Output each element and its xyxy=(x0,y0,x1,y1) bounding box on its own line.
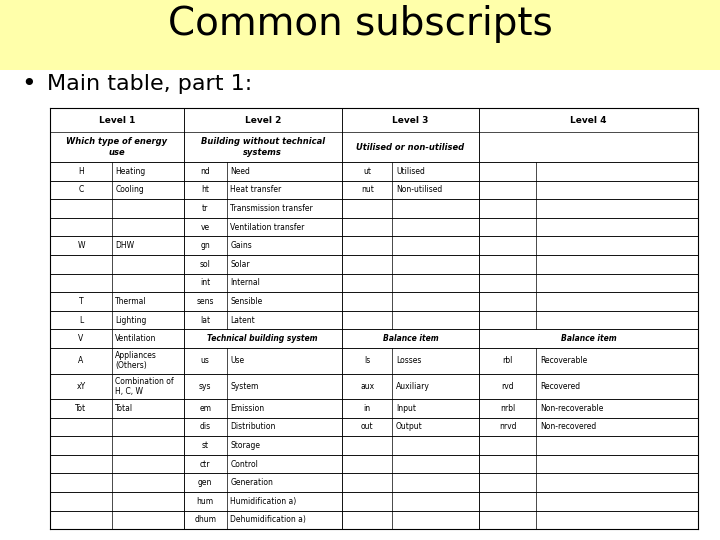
Text: Ventilation: Ventilation xyxy=(115,334,156,343)
Text: Utilised or non-utilised: Utilised or non-utilised xyxy=(356,143,464,152)
Text: Level 1: Level 1 xyxy=(99,116,135,125)
Text: sol: sol xyxy=(199,260,211,269)
Text: Generation: Generation xyxy=(230,478,274,487)
Text: ctr: ctr xyxy=(200,460,210,469)
Text: lat: lat xyxy=(200,316,210,325)
Text: Level 4: Level 4 xyxy=(570,116,607,125)
Text: st: st xyxy=(202,441,209,450)
Text: W: W xyxy=(77,241,85,250)
Text: Technical building system: Technical building system xyxy=(207,334,318,343)
Text: Transmission transfer: Transmission transfer xyxy=(230,204,313,213)
Text: Appliances
(Others): Appliances (Others) xyxy=(115,351,157,370)
Text: ve: ve xyxy=(201,222,210,232)
Text: hum: hum xyxy=(197,497,214,506)
Text: sys: sys xyxy=(199,382,212,391)
Text: Ventilation transfer: Ventilation transfer xyxy=(230,222,305,232)
Text: Sensible: Sensible xyxy=(230,297,263,306)
Text: sens: sens xyxy=(197,297,214,306)
Text: Non-recovered: Non-recovered xyxy=(540,422,596,431)
Text: H: H xyxy=(78,167,84,176)
Text: Utilised: Utilised xyxy=(396,167,425,176)
Text: Building without technical
systems: Building without technical systems xyxy=(201,138,325,157)
Text: tr: tr xyxy=(202,204,208,213)
Text: Auxiliary: Auxiliary xyxy=(396,382,430,391)
Text: Common subscripts: Common subscripts xyxy=(168,5,552,43)
Text: Storage: Storage xyxy=(230,441,261,450)
Text: Non-recoverable: Non-recoverable xyxy=(540,404,603,413)
Text: Gains: Gains xyxy=(230,241,252,250)
Text: Dehumidification a): Dehumidification a) xyxy=(230,515,306,524)
Text: Need: Need xyxy=(230,167,251,176)
Text: aux: aux xyxy=(360,382,374,391)
Text: gn: gn xyxy=(200,241,210,250)
Text: Heat transfer: Heat transfer xyxy=(230,185,282,194)
Text: T: T xyxy=(78,297,84,306)
Text: dis: dis xyxy=(199,422,211,431)
Text: Combination of
H, C, W: Combination of H, C, W xyxy=(115,376,174,396)
Text: nd: nd xyxy=(200,167,210,176)
Text: •: • xyxy=(22,72,36,96)
Text: rvd: rvd xyxy=(501,382,514,391)
Text: DHW: DHW xyxy=(115,241,135,250)
Text: Main table, part 1:: Main table, part 1: xyxy=(47,73,252,94)
Text: Thermal: Thermal xyxy=(115,297,147,306)
Text: Latent: Latent xyxy=(230,316,255,325)
Text: Control: Control xyxy=(230,460,258,469)
Text: ht: ht xyxy=(201,185,210,194)
Text: ls: ls xyxy=(364,356,370,365)
Text: Balance item: Balance item xyxy=(382,334,438,343)
Text: Internal: Internal xyxy=(230,279,260,287)
Text: Losses: Losses xyxy=(396,356,421,365)
Text: C: C xyxy=(78,185,84,194)
Text: Emission: Emission xyxy=(230,404,264,413)
Text: Humidification a): Humidification a) xyxy=(230,497,297,506)
Text: Output: Output xyxy=(396,422,423,431)
Text: in: in xyxy=(364,404,371,413)
Text: nut: nut xyxy=(361,185,374,194)
Text: Level 2: Level 2 xyxy=(245,116,281,125)
Text: Heating: Heating xyxy=(115,167,145,176)
Text: out: out xyxy=(361,422,374,431)
Text: Which type of energy
use: Which type of energy use xyxy=(66,138,168,157)
Text: Distribution: Distribution xyxy=(230,422,276,431)
Text: ut: ut xyxy=(363,167,372,176)
Text: Non-utilised: Non-utilised xyxy=(396,185,442,194)
Text: xY: xY xyxy=(76,382,86,391)
Text: System: System xyxy=(230,382,258,391)
Text: Tot: Tot xyxy=(76,404,86,413)
Text: Recovered: Recovered xyxy=(540,382,580,391)
Text: em: em xyxy=(199,404,211,413)
Text: Solar: Solar xyxy=(230,260,250,269)
Text: Balance item: Balance item xyxy=(561,334,616,343)
Text: nrbl: nrbl xyxy=(500,404,516,413)
Text: gen: gen xyxy=(198,478,212,487)
Text: dhum: dhum xyxy=(194,515,216,524)
Text: Lighting: Lighting xyxy=(115,316,147,325)
Text: us: us xyxy=(201,356,210,365)
Text: rbl: rbl xyxy=(503,356,513,365)
Text: Use: Use xyxy=(230,356,245,365)
Text: Recoverable: Recoverable xyxy=(540,356,588,365)
Text: int: int xyxy=(200,279,210,287)
Text: nrvd: nrvd xyxy=(499,422,516,431)
Text: Input: Input xyxy=(396,404,416,413)
Text: L: L xyxy=(79,316,83,325)
Text: A: A xyxy=(78,356,84,365)
Text: Cooling: Cooling xyxy=(115,185,144,194)
Text: Total: Total xyxy=(115,404,133,413)
Text: V: V xyxy=(78,334,84,343)
Text: Level 3: Level 3 xyxy=(392,116,428,125)
